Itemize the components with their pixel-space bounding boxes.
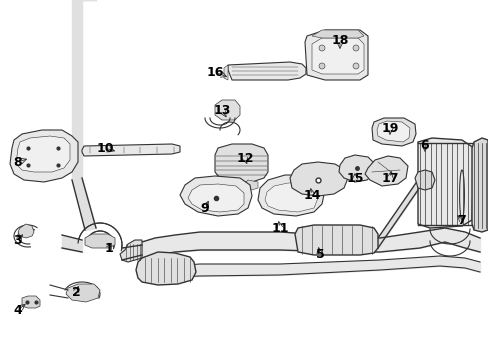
Polygon shape [227, 62, 305, 80]
Polygon shape [414, 170, 434, 190]
Polygon shape [82, 144, 180, 156]
Polygon shape [305, 30, 367, 80]
Text: 11: 11 [271, 221, 288, 234]
Polygon shape [417, 138, 473, 228]
Text: 12: 12 [236, 152, 253, 165]
Text: 7: 7 [457, 213, 466, 226]
Circle shape [352, 63, 358, 69]
Text: 18: 18 [331, 33, 348, 46]
Polygon shape [215, 100, 240, 120]
Text: 5: 5 [315, 248, 324, 261]
Polygon shape [218, 180, 231, 190]
Text: 9: 9 [200, 202, 209, 215]
Text: 4: 4 [14, 303, 22, 316]
Text: 19: 19 [381, 122, 398, 135]
Circle shape [318, 63, 325, 69]
Text: 8: 8 [14, 156, 22, 168]
Polygon shape [187, 184, 244, 212]
Polygon shape [120, 240, 142, 262]
Text: 2: 2 [71, 285, 80, 298]
Text: 1: 1 [104, 242, 113, 255]
Polygon shape [289, 162, 347, 196]
Text: 15: 15 [346, 171, 363, 185]
Polygon shape [364, 156, 407, 186]
Polygon shape [294, 225, 377, 255]
Polygon shape [376, 121, 409, 142]
Text: 10: 10 [96, 141, 114, 154]
Text: 14: 14 [303, 189, 320, 202]
Polygon shape [224, 65, 227, 80]
Polygon shape [180, 176, 251, 216]
Text: 13: 13 [213, 104, 230, 117]
Polygon shape [258, 175, 325, 216]
Polygon shape [244, 180, 258, 190]
Polygon shape [311, 30, 363, 38]
Circle shape [318, 45, 325, 51]
Text: 17: 17 [381, 171, 398, 185]
Text: 6: 6 [420, 139, 428, 152]
Polygon shape [85, 234, 115, 248]
Polygon shape [471, 138, 487, 232]
Polygon shape [16, 136, 70, 172]
Polygon shape [66, 284, 100, 302]
Polygon shape [338, 155, 374, 182]
Polygon shape [22, 296, 40, 308]
Polygon shape [136, 252, 196, 285]
Text: 3: 3 [14, 234, 22, 247]
Polygon shape [215, 144, 267, 182]
Circle shape [352, 45, 358, 51]
Text: 16: 16 [206, 66, 223, 78]
Polygon shape [18, 224, 34, 238]
Polygon shape [371, 118, 415, 146]
Polygon shape [311, 38, 363, 74]
Polygon shape [264, 183, 317, 212]
Polygon shape [10, 130, 78, 182]
